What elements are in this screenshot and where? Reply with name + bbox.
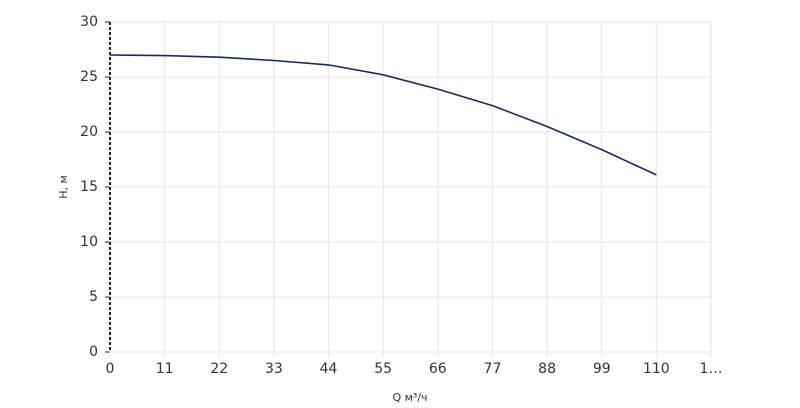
x-tick-label: 44: [320, 361, 338, 377]
x-tick-label: 88: [538, 361, 556, 377]
y-tick-label: 10: [80, 234, 98, 250]
x-tick-label: 66: [429, 361, 447, 377]
x-tick-label: 55: [374, 361, 392, 377]
y-tick-label: 20: [80, 124, 98, 140]
y-tick-label: 15: [80, 179, 98, 195]
y-tick-label: 5: [89, 289, 98, 305]
y-tick-label: 30: [80, 14, 98, 30]
x-tick-label: 11: [156, 361, 174, 377]
x-tick-label: 99: [593, 361, 611, 377]
x-tick-label: 0: [106, 361, 115, 377]
x-tick-label: 1…: [700, 361, 723, 377]
y-tick-label: 0: [89, 344, 98, 360]
x-tick-label: 77: [484, 361, 502, 377]
x-axis-label: Q м³/ч: [392, 391, 427, 404]
x-tick-label: 110: [643, 361, 670, 377]
x-tick-label: 33: [265, 361, 283, 377]
line: [109, 54, 657, 176]
x-tick-label: 22: [210, 361, 228, 377]
y-tick-label: 25: [80, 69, 98, 85]
y-axis-label: H, м: [57, 175, 70, 199]
